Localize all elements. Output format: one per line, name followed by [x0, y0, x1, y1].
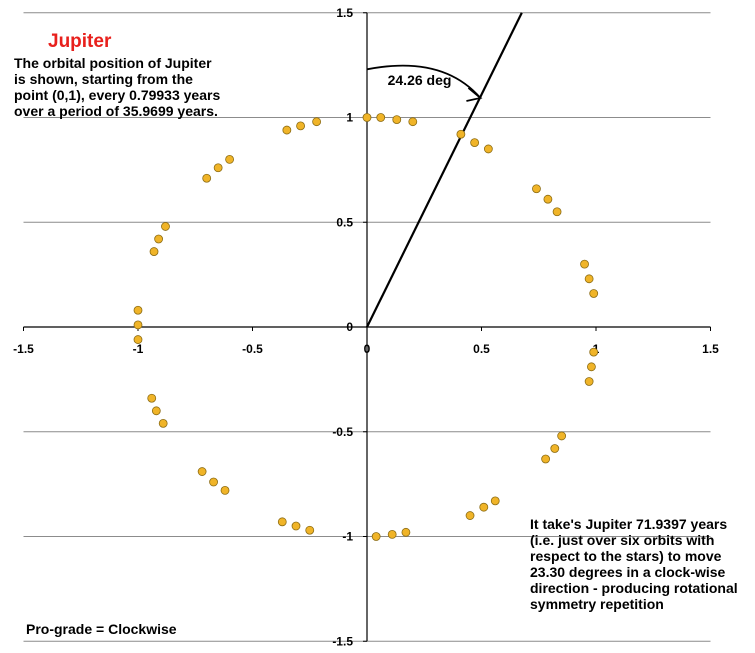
y-tick-label: 0.5: [336, 215, 353, 229]
orbit-point: [589, 289, 599, 298]
orbit-point: [151, 406, 161, 416]
orbit-point: [161, 222, 170, 231]
orbit-point: [291, 521, 301, 531]
chart-title: Jupiter: [48, 31, 112, 52]
orbit-point: [312, 117, 322, 127]
orbit-points: [133, 113, 599, 541]
y-tick-label: 1.5: [336, 6, 353, 20]
orbit-point: [483, 144, 493, 154]
x-tick-label: -0.5: [242, 342, 263, 356]
x-tick-label: -1.5: [13, 342, 34, 356]
orbit-point: [133, 320, 143, 330]
orbit-point: [408, 117, 418, 127]
orbit-point: [479, 502, 489, 512]
orbit-point: [490, 496, 500, 506]
orbit-point: [587, 362, 596, 372]
orbit-point: [158, 418, 168, 428]
orbit-point: [392, 115, 402, 124]
orbit-point: [550, 444, 560, 453]
orbit-point: [296, 121, 305, 131]
y-tick-label: 1: [346, 111, 353, 125]
x-tick-label: 1.5: [702, 342, 719, 356]
orbit-point: [465, 511, 475, 520]
y-tick-label: 0: [346, 320, 353, 334]
orbit-point: [147, 393, 157, 403]
orbit-point: [197, 467, 207, 476]
orbit-point: [362, 113, 372, 122]
orbit-point: [371, 532, 381, 541]
y-tick-label: -0.5: [332, 425, 353, 439]
orbit-point: [376, 113, 386, 122]
orbit-point: [543, 194, 553, 204]
orbit-point: [401, 527, 411, 537]
annotation-direction: Pro-grade = Clockwise: [26, 621, 177, 637]
orbit-point: [584, 377, 594, 386]
orbit-point: [154, 234, 164, 244]
orbit-point: [282, 125, 292, 135]
angle-arrowhead: [466, 87, 483, 102]
orbit-point: [387, 530, 397, 539]
orbit-point: [209, 477, 218, 487]
x-tick-label: 0.5: [473, 342, 490, 356]
orbit-point: [225, 154, 235, 164]
orbit-point: [532, 184, 541, 194]
tick-labels: -1.5-1-0.500.511.51.510.50-0.5-1-1.5: [13, 6, 719, 649]
orbit-point: [557, 431, 567, 441]
orbit-point: [584, 274, 594, 284]
angle-label: 24.26 deg: [388, 72, 452, 88]
orbit-point: [149, 247, 159, 256]
orbit-point: [305, 525, 315, 535]
chart-description: The orbital position of Jupiter is shown…: [14, 55, 221, 119]
orbit-point: [277, 517, 287, 527]
orbit-point: [133, 335, 143, 344]
y-tick-label: -1.5: [332, 634, 353, 648]
angle-ray: [366, 12, 523, 328]
orbit-point: [589, 347, 599, 357]
y-tick-label: -1: [342, 530, 353, 544]
orbit-point: [220, 486, 230, 495]
orbit-point: [552, 207, 562, 217]
orbit-point: [202, 173, 212, 183]
annotation-right: It take's Jupiter 71.9397 years (i.e. ju…: [530, 516, 738, 612]
orbit-point: [470, 138, 480, 148]
angle-annotation: 24.26 deg: [366, 12, 523, 328]
x-tick-label: -1: [133, 342, 144, 356]
orbit-point: [213, 163, 223, 173]
orbit-point: [541, 454, 551, 464]
orbit-point: [580, 259, 589, 269]
x-tick-label: 0: [364, 342, 371, 356]
orbit-point: [456, 129, 466, 139]
orbit-point: [133, 305, 143, 315]
angle-arc: [366, 64, 482, 99]
